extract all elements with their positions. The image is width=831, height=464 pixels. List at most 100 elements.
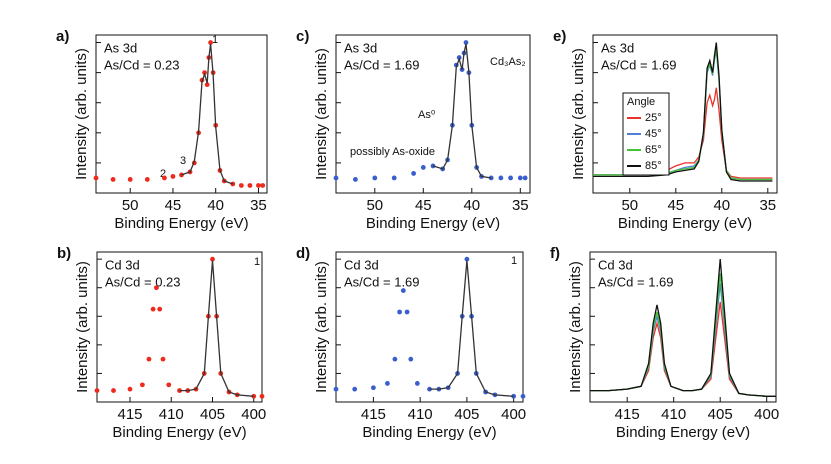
plot-frame	[592, 34, 778, 194]
annotation: As/Cd = 0.23	[104, 57, 180, 72]
data-point	[179, 172, 184, 178]
data-point	[420, 165, 426, 170]
annotation: As 3d	[344, 40, 377, 55]
annotation: Cd 3d	[598, 257, 633, 272]
x-tick-label: 410	[661, 406, 686, 423]
data-point	[139, 382, 145, 388]
x-axis-label: Binding Energy (eV)	[112, 424, 246, 441]
data-point	[238, 183, 244, 188]
peak-label: As⁰	[418, 109, 436, 121]
x-axis-label: Binding Energy (eV)	[114, 215, 248, 232]
x-tick-label: 410	[159, 406, 184, 423]
data-point	[154, 285, 159, 291]
data-point	[333, 386, 339, 392]
data-point	[144, 177, 150, 182]
data-point	[256, 183, 261, 188]
x-tick-label: 405	[200, 406, 225, 423]
data-point	[404, 309, 410, 315]
series-line	[432, 43, 492, 179]
plot-frame	[96, 251, 263, 403]
x-tick-label: 45	[415, 197, 432, 214]
panel-label: c)	[296, 28, 309, 45]
data-point	[520, 393, 526, 399]
annotation: As 3d	[104, 40, 137, 55]
plot-frame	[95, 34, 268, 194]
x-tick-label: 415	[361, 406, 386, 423]
legend-label: 45°	[645, 128, 662, 140]
data-point	[498, 175, 504, 181]
panel-label: e)	[553, 28, 566, 45]
annotation: As/Cd = 1.69	[601, 57, 677, 72]
series-line	[429, 260, 514, 397]
x-tick-label: 405	[708, 406, 733, 423]
annotation: As/Cd = 1.69	[598, 274, 674, 289]
legend-label: 85°	[645, 160, 662, 172]
data-point	[127, 177, 133, 182]
data-point	[162, 175, 167, 181]
data-point	[259, 393, 265, 399]
annotation: Cd 3d	[344, 257, 379, 272]
data-point	[511, 393, 517, 399]
peak-label: 1	[511, 255, 517, 267]
legend-label: 25°	[645, 112, 662, 124]
peak-label: 1	[212, 34, 218, 46]
annotation: As/Cd = 1.69	[344, 57, 420, 72]
x-tick-label: 400	[754, 406, 779, 423]
data-point	[400, 288, 406, 293]
y-axis-label: Intensity (arb. units)	[570, 48, 587, 180]
data-point	[247, 183, 253, 188]
data-point	[392, 356, 398, 362]
x-tick-label: 40	[463, 197, 480, 214]
x-tick-label: 410	[408, 406, 433, 423]
data-point	[94, 388, 100, 393]
x-tick-label: 50	[366, 197, 383, 214]
x-axis-label: Binding Energy (eV)	[618, 215, 752, 232]
x-axis-label: Binding Energy (eV)	[616, 424, 750, 441]
plot-frame	[589, 251, 777, 403]
data-point	[522, 175, 528, 181]
series-line	[590, 283, 776, 397]
data-point	[414, 381, 420, 386]
data-point	[333, 175, 339, 181]
data-point	[166, 382, 172, 388]
data-point	[210, 256, 215, 262]
x-tick-label: 35	[512, 197, 529, 214]
peak-label: possibly As-oxide	[350, 146, 435, 158]
peak-label: Cd₃As₂	[490, 56, 526, 68]
x-tick-label: 405	[454, 406, 479, 423]
series-line	[179, 260, 254, 397]
series-line	[590, 301, 776, 397]
y-axis-label: Intensity (arb. units)	[313, 48, 330, 180]
data-point	[353, 177, 358, 182]
data-point	[397, 309, 402, 315]
x-tick-label: 35	[250, 197, 267, 214]
panel-label: a)	[56, 28, 69, 45]
series-line	[590, 273, 776, 397]
legend-title: Angle	[627, 96, 655, 108]
data-point	[111, 388, 116, 393]
x-tick-label: 45	[165, 197, 182, 214]
peak-label: 2	[160, 168, 166, 180]
x-axis-label: Binding Energy (eV)	[366, 215, 500, 232]
series-line	[590, 259, 776, 397]
data-point	[204, 82, 210, 88]
data-point	[170, 174, 176, 179]
annotation: As/Cd = 1.69	[344, 274, 420, 289]
x-tick-label: 40	[713, 197, 730, 214]
x-tick-label: 50	[122, 197, 139, 214]
x-tick-label: 35	[759, 197, 776, 214]
data-point	[260, 183, 266, 188]
data-point	[391, 175, 397, 181]
y-axis-label: Intensity (arb. units)	[74, 261, 91, 393]
annotation: As/Cd = 0.23	[105, 274, 181, 289]
data-point	[352, 386, 358, 392]
x-tick-label: 50	[621, 197, 638, 214]
y-axis-label: Intensity (arb. units)	[313, 261, 330, 393]
x-tick-label: 400	[501, 406, 526, 423]
data-point	[160, 356, 166, 362]
panel-label: f)	[550, 245, 560, 262]
peak-label: 3	[180, 155, 186, 167]
annotation: As 3d	[601, 40, 634, 55]
y-axis-label: Intensity (arb. units)	[73, 48, 90, 180]
